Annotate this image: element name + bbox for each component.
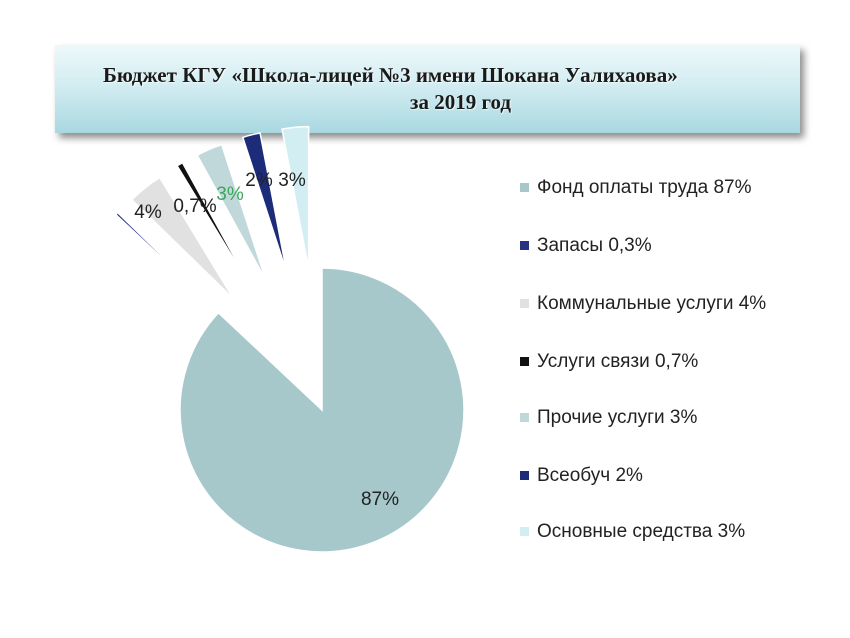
legend-swatch-icon: [520, 241, 529, 250]
data-label-3: 4%: [134, 202, 162, 223]
pie-slice-7: [281, 125, 310, 269]
data-label-7: 3%: [278, 170, 306, 191]
legend-swatch-icon: [520, 471, 529, 480]
legend-swatch-icon: [520, 183, 529, 192]
legend-item-6: Всеобуч 2%: [520, 464, 820, 487]
legend-swatch-icon: [520, 413, 529, 422]
chart-title-line-1: Бюджет КГУ «Школа-лицей №3 имени Шокана …: [103, 63, 678, 87]
legend-swatch-icon: [520, 299, 529, 308]
pie-slice-1: [179, 267, 465, 553]
chart-title-box: Бюджет КГУ «Школа-лицей №3 имени Шокана …: [55, 45, 800, 133]
legend-item-7: Основные средства 3%: [520, 520, 820, 543]
legend-item-3: Коммунальные услуги 4%: [520, 292, 820, 315]
legend-label: Запасы 0,3%: [537, 235, 652, 256]
pie-slice-5: [196, 143, 267, 281]
legend-item-2: Запасы 0,3%: [520, 234, 820, 257]
legend-label: Услуги связи 0,7%: [537, 351, 699, 372]
legend-label: Всеобуч 2%: [537, 465, 643, 486]
data-label-5: 3%: [216, 184, 244, 205]
pie-slice-2: [114, 211, 220, 313]
legend-label: Фонд оплаты труда 87%: [537, 177, 752, 198]
legend-label: Прочие услуги 3%: [537, 407, 698, 428]
legend-item-1: Фонд оплаты труда 87%: [520, 176, 820, 199]
legend-item-4: Услуги связи 0,7%: [520, 350, 820, 373]
data-label-6: 2%: [245, 170, 273, 191]
legend-item-5: Прочие услуги 3%: [520, 406, 820, 429]
pie-slice-4: [176, 161, 252, 288]
data-label-4: 0,7%: [173, 196, 216, 217]
legend-swatch-icon: [520, 357, 529, 366]
legend-swatch-icon: [520, 527, 529, 536]
pie-slice-3: [130, 176, 235, 300]
pie-slice-6: [241, 132, 288, 273]
chart-title-line-2: за 2019 год: [410, 90, 511, 114]
data-label-1: 87%: [361, 489, 399, 510]
legend-label: Основные средства 3%: [537, 521, 746, 542]
legend-label: Коммунальные услуги 4%: [537, 293, 767, 314]
